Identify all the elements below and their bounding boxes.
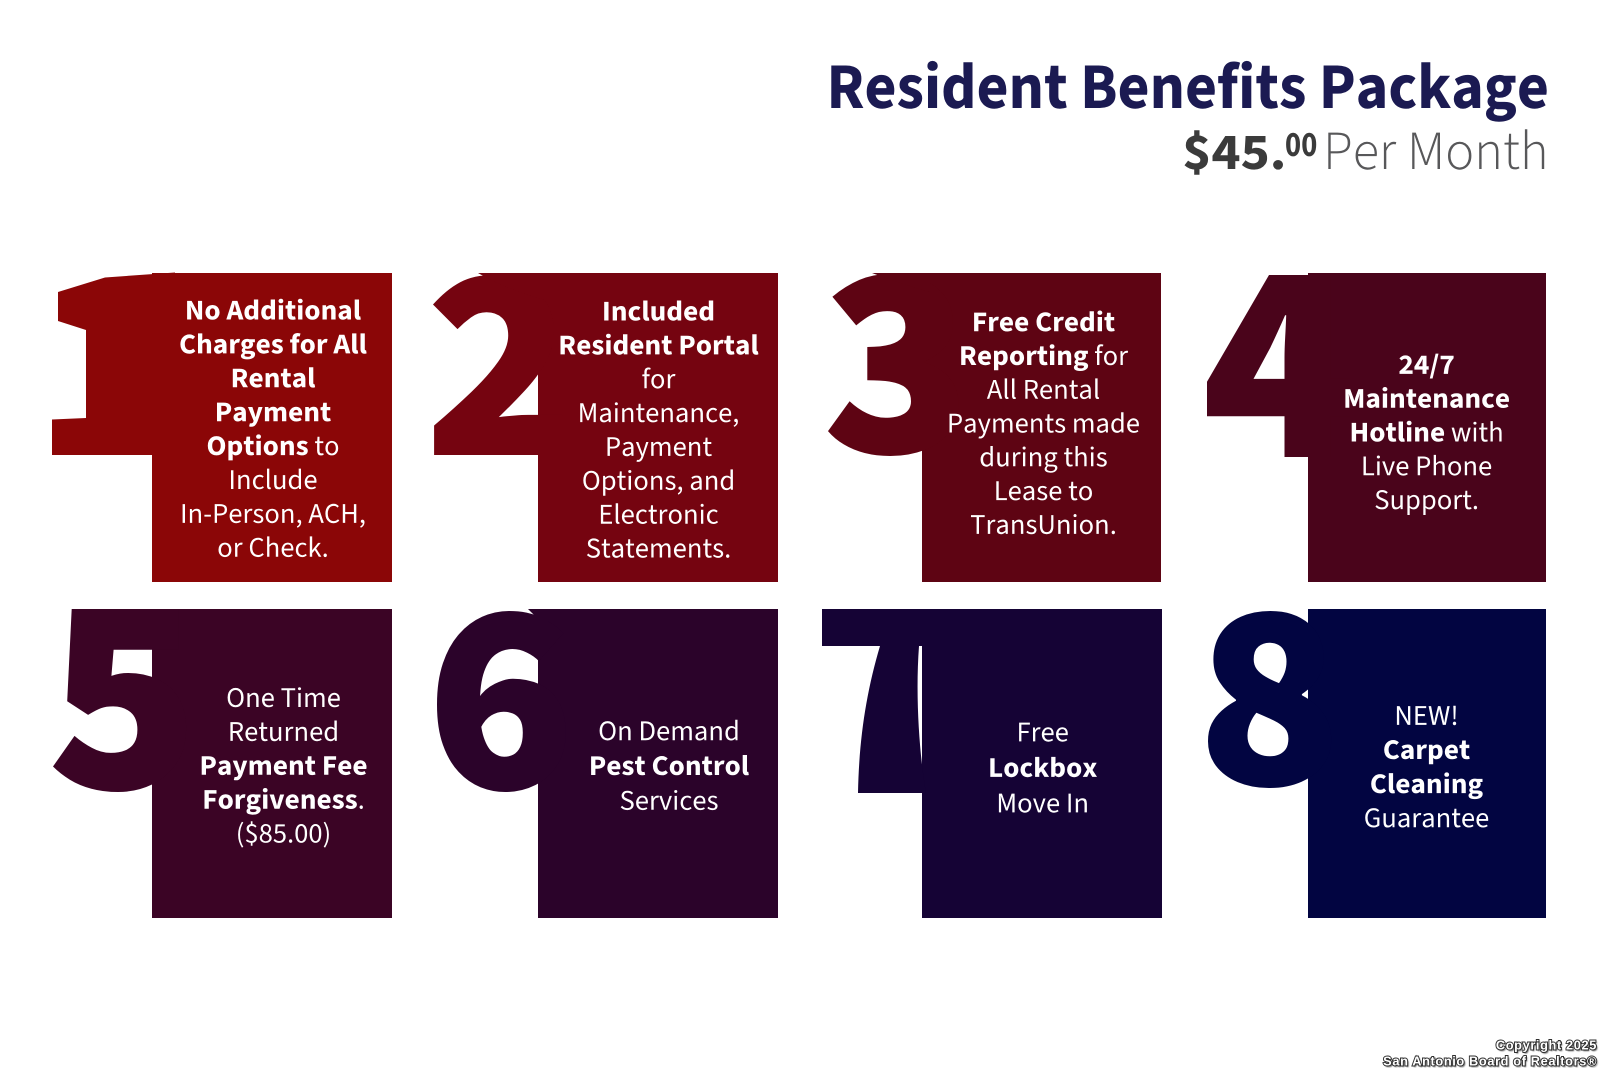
svg-text:San Antonio Board of Realtors®: San Antonio Board of Realtors® <box>1383 1054 1597 1068</box>
svg-text:Copyright 2025: Copyright 2025 <box>1497 1039 1598 1054</box>
svg-text:Copyright 2025: Copyright 2025 <box>1496 1038 1597 1053</box>
svg-text:San Antonio Board of Realtors®: San Antonio Board of Realtors® <box>1384 1055 1598 1068</box>
